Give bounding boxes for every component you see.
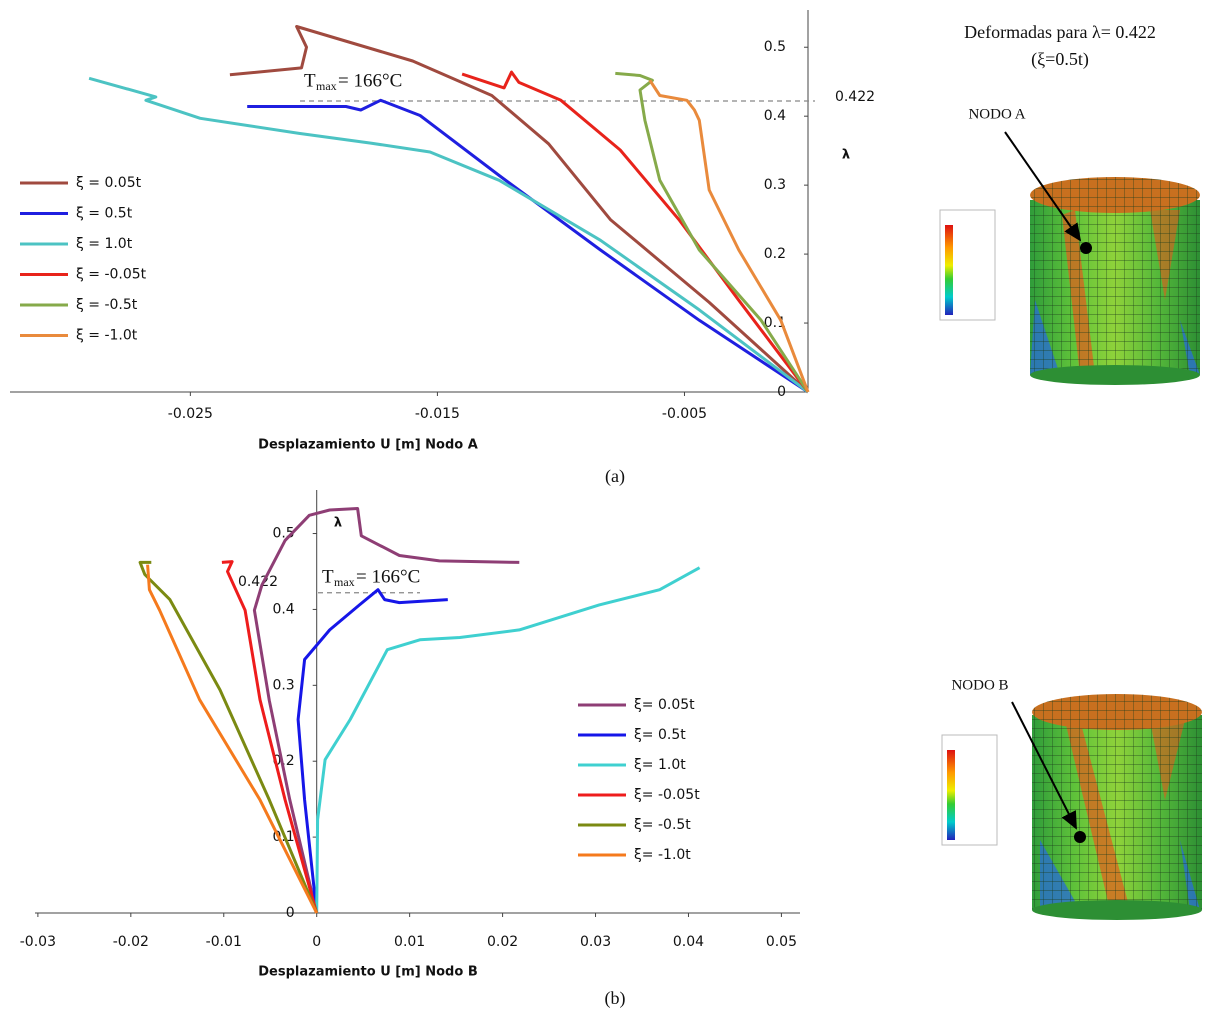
y-tick-label: 0.3 — [272, 677, 294, 693]
deformed-shape — [942, 694, 1202, 920]
annotation: T — [322, 566, 334, 587]
legend-label: ξ= 0.5t — [634, 727, 686, 743]
legend-label: ξ = 1.0t — [76, 236, 133, 252]
legend-label: ξ = -0.5t — [76, 297, 138, 313]
y-tick-label: 0.4 — [272, 601, 294, 617]
y-tick-label: 0 — [777, 384, 786, 400]
x-tick-label: 0.02 — [487, 934, 518, 950]
x-tick-label: 0 — [312, 934, 321, 950]
x-tick-label: 0.01 — [394, 934, 425, 950]
deformed-shape — [940, 132, 1200, 385]
node-label: NODO A — [968, 106, 1025, 122]
y-tick-label: 0.5 — [764, 39, 786, 55]
y-axis-title: λ — [842, 148, 850, 163]
annotation: max — [334, 575, 355, 589]
node-label: NODO B — [951, 677, 1008, 693]
legend-label: ξ = 0.05t — [76, 175, 142, 191]
caption: (b) — [605, 988, 626, 1009]
x-tick-label: -0.005 — [662, 406, 707, 422]
legend-label: ξ= 1.0t — [634, 757, 686, 773]
x-tick-label: 0.05 — [766, 934, 797, 950]
reference-label: 0.422 — [835, 89, 875, 105]
panel-subtitle: (ξ=0.5t) — [1031, 49, 1089, 70]
figure: Deformadas para λ= 0.422 (ξ=0.5t) NODO A… — [0, 0, 1209, 1012]
legend-label: ξ= 0.05t — [634, 697, 695, 713]
series-line — [650, 80, 808, 392]
x-tick-label: -0.03 — [20, 934, 56, 950]
legend-label: ξ= -1.0t — [634, 847, 691, 863]
annotation: = 166°C — [338, 70, 402, 91]
y-tick-label: 0.2 — [764, 246, 786, 262]
panel-title: Deformadas para λ= 0.422 — [964, 22, 1156, 42]
legend-label: ξ= -0.5t — [634, 817, 691, 833]
x-tick-label: 0.03 — [580, 934, 611, 950]
y-tick-label: 0.3 — [764, 177, 786, 193]
x-tick-label: -0.015 — [415, 406, 460, 422]
x-tick-label: -0.025 — [168, 406, 213, 422]
x-axis-title: Desplazamiento U [m] Nodo B — [258, 965, 477, 980]
caption: (a) — [605, 466, 625, 487]
annotation: max — [316, 79, 337, 93]
series-line — [247, 100, 808, 392]
y-axis-title: λ — [334, 516, 342, 531]
x-tick-label: 0.04 — [673, 934, 704, 950]
y-tick-label: 0.4 — [764, 108, 786, 124]
legend-label: ξ = 0.5t — [76, 206, 133, 222]
series-line — [222, 562, 317, 913]
x-tick-label: -0.01 — [206, 934, 242, 950]
reference-label: 0.422 — [238, 574, 278, 590]
legend-label: ξ= -0.05t — [634, 787, 700, 803]
annotation: T — [304, 70, 316, 91]
annotation: = 166°C — [356, 566, 420, 587]
y-tick-label: 0 — [286, 905, 295, 921]
x-tick-label: -0.02 — [113, 934, 149, 950]
x-axis-title: Desplazamiento U [m] Nodo A — [258, 438, 478, 453]
legend-label: ξ = -1.0t — [76, 328, 138, 344]
legend-label: ξ = -0.05t — [76, 267, 147, 283]
